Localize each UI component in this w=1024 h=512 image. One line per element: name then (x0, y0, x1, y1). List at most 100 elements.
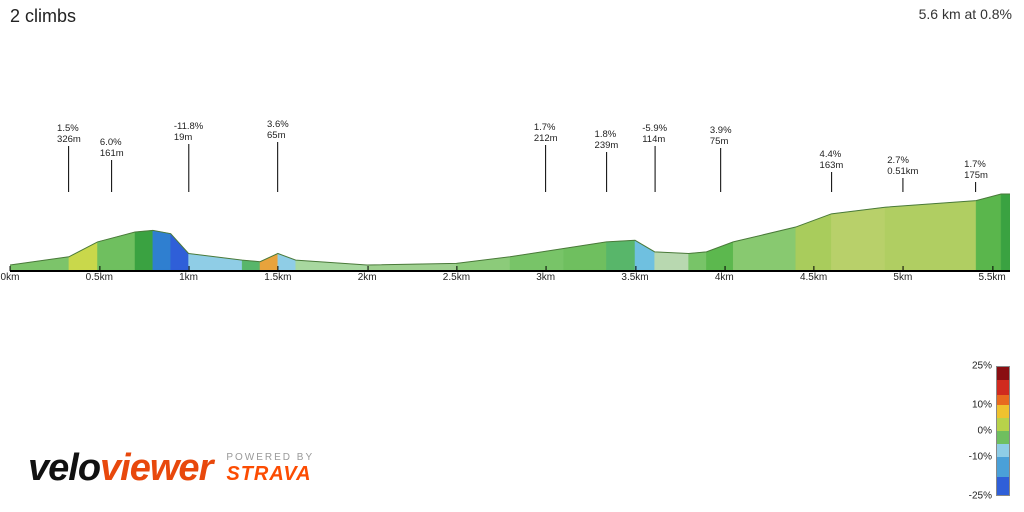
annotation-distance: 65m (267, 130, 289, 141)
legend-segment (997, 380, 1009, 395)
x-tick: 0km (1, 272, 20, 283)
profile-segment (635, 240, 655, 270)
profile-segment (796, 214, 832, 270)
x-axis-ticks: 0km0.5km1km1.5km2km2.5km3km3.5km4km4.5km… (10, 272, 1010, 292)
x-tick: 3km (536, 272, 555, 283)
annotation-distance: 175m (964, 170, 988, 181)
profile-segment (456, 257, 510, 270)
footer: veloviewer POWERED BY STRAVA (0, 447, 1024, 490)
elevation-profile (10, 190, 1010, 270)
annotation-distance: 114m (642, 134, 667, 145)
profile-segment (69, 242, 98, 270)
gradient-annotation: 1.8%239m (595, 129, 619, 192)
profile-segment (606, 240, 635, 270)
annotation-stem (188, 144, 189, 192)
legend-segment (997, 367, 1009, 380)
gradient-annotation: -11.8%19m (174, 121, 203, 192)
annotation-distance: 19m (174, 132, 203, 143)
annotation-distance: 212m (534, 133, 558, 144)
x-tick: 3.5km (621, 272, 648, 283)
annotation-gradient: 2.7% (887, 155, 918, 166)
profile-svg (10, 190, 1010, 270)
annotation-gradient: -11.8% (174, 121, 203, 132)
profile-segment (278, 253, 296, 270)
annotation-distance: 239m (595, 140, 619, 151)
annotation-gradient: 3.6% (267, 119, 289, 130)
legend-segment (997, 431, 1009, 444)
profile-segment (831, 207, 885, 270)
profile-segment (1001, 194, 1010, 270)
annotation-gradient: 1.7% (534, 122, 558, 133)
profile-segment (189, 253, 243, 270)
profile-segment (171, 234, 189, 270)
legend-segment (997, 395, 1009, 405)
annotation-distance: 75m (710, 136, 732, 147)
annotation-stem (606, 152, 607, 192)
x-tick: 2km (358, 272, 377, 283)
annotation-distance: 163m (820, 160, 844, 171)
header: 2 climbs 5.6 km at 0.8% (0, 0, 1024, 27)
x-tick: 2.5km (443, 272, 470, 283)
profile-segment (135, 230, 153, 270)
annotation-distance: 161m (100, 148, 124, 159)
x-tick: 1km (179, 272, 198, 283)
annotation-gradient: 4.4% (820, 149, 844, 160)
annotation-gradient: 6.0% (100, 137, 124, 148)
annotation-gradient: 1.7% (964, 159, 988, 170)
chart-subtitle: 5.6 km at 0.8% (919, 6, 1012, 27)
gradient-annotation: 1.5%326m (57, 123, 81, 192)
gradient-annotation: 6.0%161m (100, 137, 124, 192)
profile-segment (733, 227, 796, 270)
legend-label: 10% (972, 400, 992, 411)
logo-part1: velo (28, 447, 100, 489)
veloviewer-logo: veloviewer (28, 447, 212, 490)
legend-label: 0% (978, 426, 992, 437)
annotation-stem (720, 148, 721, 192)
annotation-distance: 0.51km (887, 166, 918, 177)
gradient-annotation: 2.7%0.51km (887, 155, 918, 192)
gradient-annotation: -5.9%114m (642, 123, 667, 192)
chart-title: 2 climbs (10, 6, 76, 27)
x-tick: 5.5km (979, 272, 1006, 283)
annotation-distance: 326m (57, 134, 81, 145)
profile-segment (885, 201, 976, 270)
gradient-annotation: 1.7%175m (964, 159, 988, 192)
profile-segment (976, 194, 1001, 270)
annotation-stem (545, 145, 546, 192)
legend-segment (997, 405, 1009, 418)
profile-segment (564, 242, 607, 270)
annotation-gradient: 3.9% (710, 125, 732, 136)
powered-label: POWERED BY (226, 452, 314, 463)
annotation-stem (277, 142, 278, 192)
profile-segment (655, 252, 689, 270)
annotation-stem (111, 160, 112, 192)
gradient-annotation: 4.4%163m (820, 149, 844, 192)
profile-segment (153, 230, 171, 270)
profile-segment (706, 242, 733, 270)
annotation-stem (68, 146, 69, 192)
powered-by: POWERED BY STRAVA (226, 452, 314, 485)
annotation-gradient: 1.5% (57, 123, 81, 134)
x-tick: 0.5km (86, 272, 113, 283)
x-tick: 5km (893, 272, 912, 283)
legend-label: 25% (972, 361, 992, 372)
gradient-annotation: 1.7%212m (534, 122, 558, 192)
profile-segment (296, 260, 367, 270)
annotation-gradient: 1.8% (595, 129, 619, 140)
profile-segment (260, 253, 278, 270)
profile-segment (510, 249, 564, 270)
x-tick: 4.5km (800, 272, 827, 283)
legend-segment (997, 418, 1009, 431)
gradient-annotation: 3.6%65m (267, 119, 289, 192)
annotation-stem (654, 146, 655, 192)
profile-segment (98, 232, 136, 270)
logo-part2: viewer (100, 447, 212, 489)
x-tick: 4km (715, 272, 734, 283)
powered-brand: STRAVA (226, 463, 314, 485)
profile-segment (689, 252, 707, 270)
annotation-gradient: -5.9% (642, 123, 667, 134)
legend-label: -25% (969, 491, 992, 502)
x-tick: 1.5km (264, 272, 291, 283)
gradient-annotation: 3.9%75m (710, 125, 732, 192)
annotation-stem (831, 172, 832, 192)
